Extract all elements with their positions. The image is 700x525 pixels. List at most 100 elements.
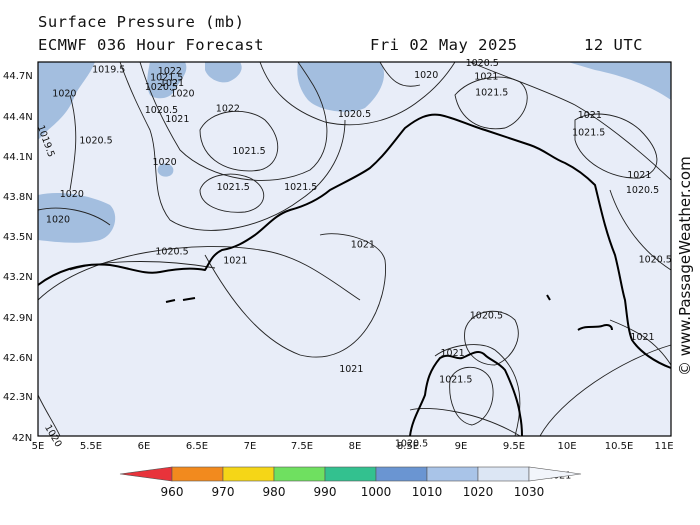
lat-label: 42N [12, 433, 32, 444]
coastlines [37, 113, 672, 437]
isobar-label: 1021.5 [150, 73, 183, 84]
coastline-islet [546, 294, 551, 301]
area-ligurian-north [297, 62, 385, 112]
legend-tick-label: 990 [314, 485, 337, 499]
lat-label: 42.9N [3, 313, 33, 324]
isobar-label: 1021 [630, 332, 654, 343]
area-northeast [568, 62, 671, 100]
isobar-line [409, 408, 521, 437]
isobar-line [199, 173, 265, 213]
isobar-line [37, 207, 111, 226]
isobars [37, 61, 672, 437]
isobar-label: 1020 [170, 89, 194, 100]
lat-label: 42.3N [3, 392, 33, 403]
isobar-line [204, 233, 386, 358]
isobar-line [69, 94, 77, 191]
isobar-line [574, 113, 658, 179]
isobar-line [454, 76, 528, 130]
isobar-line [259, 61, 456, 126]
legend-swatch [324, 466, 377, 482]
coastline-islet [182, 297, 196, 301]
isobar-label: 1020.5 [145, 105, 178, 116]
coastline-islet [577, 324, 613, 331]
isobar-label: 1021 [223, 256, 247, 267]
forecast-date: Fri 02 May 2025 [370, 36, 518, 54]
isobar-line [199, 110, 279, 172]
low-pressure-areas [38, 62, 671, 243]
legend-tick-label: 960 [161, 485, 184, 499]
lon-label: 7E [244, 441, 257, 452]
legend-swatch [477, 466, 530, 482]
lon-label: 10.5E [605, 441, 634, 452]
isobar-label: 1020 [46, 214, 70, 225]
forecast-time: 12 UTC [584, 36, 643, 54]
chart-title: Surface Pressure (mb) [38, 13, 245, 31]
credit-text: © www.PassageWeather.com [676, 156, 694, 376]
lon-label: 6.5E [186, 441, 208, 452]
coastline-corsica [409, 351, 523, 437]
area-west-coast [38, 193, 116, 243]
isobar-label: 1021 [351, 240, 375, 251]
isobar-line [37, 394, 61, 437]
latitude-labels: 44.7N 44.4N 44.1N 43.8N 43.5N 43.2N 42.9… [3, 71, 33, 444]
isobar-label: 1020.5 [626, 185, 659, 196]
lon-label: 5E [32, 441, 45, 452]
lon-label: 6E [138, 441, 151, 452]
isobar-line [449, 366, 494, 426]
isobar-label: 1021 [339, 364, 363, 375]
isobar-label: 1020.5 [79, 136, 112, 147]
coastline-islet [165, 299, 176, 303]
lon-label: 9E [455, 441, 468, 452]
isobar-label: 1021.5 [475, 87, 508, 98]
coastline-mainland [37, 113, 672, 369]
isobar-line [139, 61, 328, 181]
isobar-line [539, 344, 672, 437]
isobar-label: 1021.5 [232, 146, 265, 157]
model-label: ECMWF 036 Hour Forecast [38, 36, 265, 54]
lat-label: 44.4N [3, 112, 33, 123]
isobar-line [379, 61, 421, 87]
isobar-label: 1020.5 [466, 58, 499, 69]
isobar-label: 1021 [474, 71, 498, 82]
longitude-labels: 5E 5.5E 6E 6.5E 7E 7.5E 8E 8.5E 9E 9.5E … [32, 441, 674, 452]
area-north-center [147, 62, 187, 99]
isobar-label: 1021 [627, 170, 651, 181]
lon-label: 8E [349, 441, 362, 452]
legend-tick-label: 1020 [463, 485, 494, 499]
isobar-label: 1020 [414, 70, 438, 81]
isobar-label: 1020.5 [338, 109, 371, 120]
isobar-label: 1021 [578, 110, 602, 121]
isobar-label: 1020 [60, 189, 84, 200]
legend-tick-label: 980 [263, 485, 286, 499]
isobar-label: 1021.5 [284, 182, 317, 193]
legend-swatch [273, 466, 326, 482]
credit-watermark: © www.PassageWeather.com [676, 156, 694, 376]
legend-tick-label: 970 [212, 485, 235, 499]
legend-swatch [426, 466, 479, 482]
area-northwest [38, 62, 95, 140]
lat-label: 43.8N [3, 192, 33, 203]
lat-label: 43.2N [3, 272, 33, 283]
lat-label: 44.1N [3, 152, 33, 163]
isobar-label: 1019.5 [92, 65, 125, 76]
isobar-label: 1020.5 [155, 246, 188, 257]
legend-swatch [171, 466, 224, 482]
lat-label: 44.7N [3, 71, 33, 82]
legend-tick-label: 1000 [361, 485, 392, 499]
area-north-right [205, 62, 242, 83]
isobar-label: 1021 [160, 78, 184, 89]
isobar-label: 1020 [52, 89, 76, 100]
isobar-line [464, 310, 519, 366]
lat-label: 43.5N [3, 232, 33, 243]
legend-swatch [528, 466, 582, 482]
area-small-blob [157, 163, 174, 177]
isobar-label: 1020.5 [639, 254, 672, 265]
lon-label: 9.5E [503, 441, 525, 452]
lon-label: 7.5E [291, 441, 313, 452]
lon-label: 5.5E [80, 441, 102, 452]
isobar-line [119, 61, 346, 231]
isobar-label: 1022 [158, 66, 182, 77]
isobar-label: 1021.5 [439, 375, 472, 386]
isobar-label: 1021.5 [217, 182, 250, 193]
